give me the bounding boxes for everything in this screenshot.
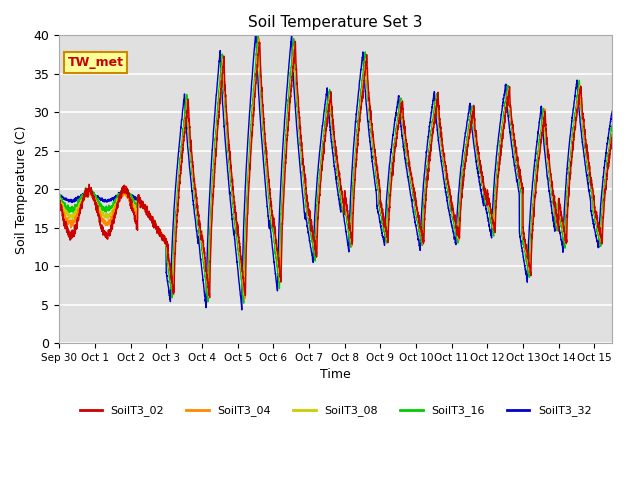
Title: Soil Temperature Set 3: Soil Temperature Set 3 — [248, 15, 423, 30]
Text: TW_met: TW_met — [67, 56, 124, 69]
Y-axis label: Soil Temperature (C): Soil Temperature (C) — [15, 125, 28, 253]
X-axis label: Time: Time — [321, 369, 351, 382]
Legend: SoilT3_02, SoilT3_04, SoilT3_08, SoilT3_16, SoilT3_32: SoilT3_02, SoilT3_04, SoilT3_08, SoilT3_… — [75, 401, 596, 421]
